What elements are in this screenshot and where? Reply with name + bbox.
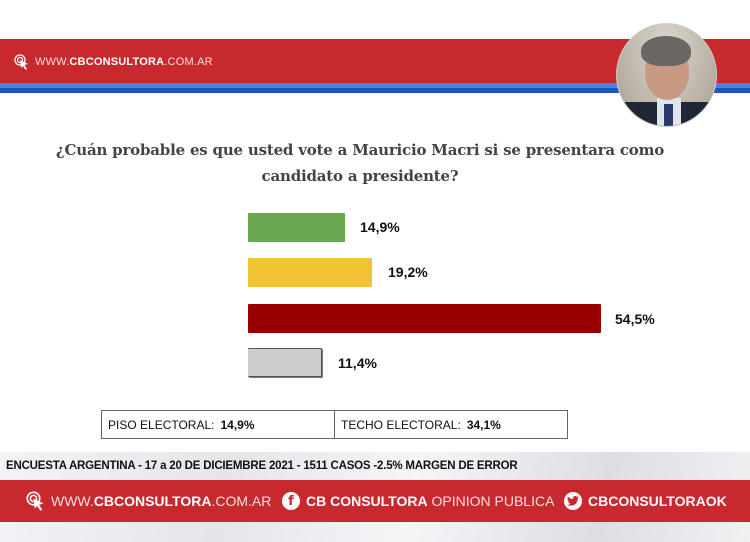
facebook-suffix: OPINION PUBLICA	[427, 493, 555, 509]
footer-site-prefix: WWW.	[51, 493, 94, 509]
header-stripe-dark	[0, 88, 750, 93]
candidate-portrait	[616, 23, 717, 127]
facebook-brand: CB CONSULTORA	[306, 493, 428, 509]
header-site-prefix: WWW.	[35, 56, 70, 68]
footer-site-brand: CBCONSULTORA	[93, 493, 212, 509]
footer-site-suffix: .COM.AR	[211, 493, 272, 509]
bar-value: 19,2%	[388, 264, 428, 280]
bar-value: 11,4%	[338, 355, 377, 371]
electoral-summary: PISO ELECTORAL: 14,9% TECHO ELECTORAL: 3…	[101, 410, 568, 439]
survey-note: ENCUESTA ARGENTINA - 17 a 20 DE DICIEMBR…	[6, 460, 518, 472]
footer-facebook: f CB CONSULTORA OPINION PUBLICA	[282, 480, 554, 522]
twitter-icon	[564, 492, 582, 510]
header-site-suffix: .COM.AR	[164, 56, 213, 68]
bar-nunca	[248, 304, 601, 333]
cursor-click-icon	[26, 491, 46, 511]
bar-no-se	[248, 348, 322, 377]
bar-value: 14,9%	[360, 219, 400, 235]
facebook-icon: f	[282, 492, 300, 510]
cursor-click-icon	[14, 54, 30, 70]
header-site-brand: CBCONSULTORA	[69, 56, 165, 68]
header-website: WWW. CBCONSULTORA .COM.AR	[14, 54, 213, 70]
footer-twitter: CBCONSULTORAOK	[564, 480, 727, 522]
ceiling-cell: TECHO ELECTORAL: 34,1%	[334, 411, 567, 438]
bar-seguro	[248, 213, 345, 242]
bar-podria	[248, 258, 372, 287]
bar-value: 54,5%	[615, 311, 655, 327]
floor-cell: PISO ELECTORAL: 14,9%	[102, 411, 334, 438]
floor-value: 14,9%	[220, 417, 255, 432]
floor-label: PISO ELECTORAL:	[108, 417, 215, 432]
header-stripe-light	[0, 83, 750, 88]
ceiling-value: 34,1%	[466, 417, 501, 432]
ceiling-label: TECHO ELECTORAL:	[341, 417, 461, 432]
twitter-handle: CBCONSULTORAOK	[588, 493, 727, 509]
footer-website: WWW. CBCONSULTORA .COM.AR	[26, 480, 271, 522]
footer-band: WWW. CBCONSULTORA .COM.AR f CB CONSULTORA …	[0, 480, 750, 522]
chart-title: ¿Cuán probable es que usted vote a Mauri…	[55, 141, 665, 185]
